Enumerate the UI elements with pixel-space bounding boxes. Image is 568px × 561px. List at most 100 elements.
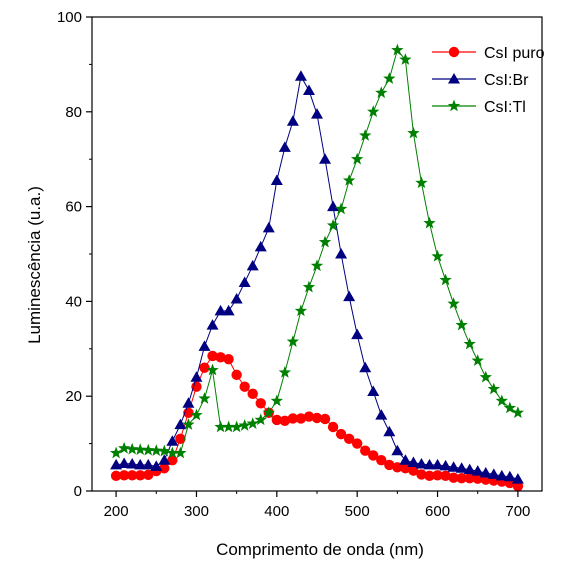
data-point: [246, 417, 259, 429]
data-point: [278, 366, 292, 378]
data-point: [399, 454, 412, 465]
legend-marker: [448, 73, 460, 84]
y-tick-label: 20: [65, 388, 82, 405]
data-point: [383, 72, 396, 84]
data-point: [439, 273, 452, 286]
data-point: [214, 304, 227, 316]
data-point: [503, 401, 517, 414]
data-point: [327, 200, 340, 212]
data-point: [222, 304, 235, 316]
data-point: [367, 105, 380, 118]
data-point: [295, 413, 307, 424]
data-point: [455, 462, 468, 473]
series-0: [110, 350, 524, 492]
data-point: [367, 385, 380, 396]
legend: CsI puro CsI:Br CsI:Tl: [432, 45, 545, 116]
data-point: [230, 293, 243, 304]
data-point: [310, 259, 324, 272]
x-tick-label: 700: [505, 503, 530, 520]
data-point: [134, 458, 147, 470]
data-point: [375, 86, 388, 99]
data-point: [158, 444, 171, 457]
data-point: [511, 406, 525, 419]
data-point: [254, 413, 267, 426]
data-point: [335, 248, 348, 259]
data-point: [407, 126, 420, 139]
legend-label: CsI:Br: [484, 72, 529, 89]
data-point: [279, 415, 291, 427]
data-point: [455, 318, 468, 331]
data-point: [399, 53, 412, 65]
y-tick-label: 0: [74, 483, 82, 500]
data-point: [303, 411, 315, 422]
data-point: [294, 70, 307, 81]
data-point: [471, 465, 484, 476]
data-point: [238, 419, 251, 431]
data-point: [479, 370, 492, 383]
data-point: [206, 363, 219, 376]
data-point: [262, 406, 275, 419]
x-tick-label: 300: [184, 503, 209, 520]
data-point: [360, 445, 371, 456]
data-point: [375, 409, 388, 420]
data-point: [117, 441, 131, 454]
y-tick-label: 80: [65, 104, 82, 121]
x-tick-label: 200: [104, 503, 129, 520]
data-point: [150, 460, 163, 471]
data-point: [463, 337, 476, 350]
data-point: [471, 354, 484, 366]
data-point: [335, 428, 347, 440]
data-point: [286, 335, 300, 347]
data-point: [278, 141, 291, 152]
data-point: [246, 259, 259, 271]
axes-layer: 200 300 400 500 600 700 0 20 40 60 80 100: [57, 9, 543, 520]
data-point: [182, 418, 195, 430]
data-point: [182, 397, 195, 408]
data-point: [231, 369, 242, 381]
data-point: [198, 392, 211, 404]
data-point: [503, 470, 516, 482]
data-point: [167, 454, 178, 466]
data-point: [319, 413, 331, 425]
data-point: [431, 249, 444, 262]
data-point: [334, 202, 348, 215]
data-point: [456, 473, 467, 484]
data-point: [270, 394, 283, 407]
data-point: [447, 461, 460, 472]
legend-marker: [448, 46, 460, 58]
data-point: [440, 470, 451, 482]
data-point: [319, 153, 332, 164]
data-point: [175, 433, 186, 445]
data-point: [495, 469, 508, 481]
data-point: [448, 472, 459, 483]
data-point: [439, 459, 452, 471]
data-point: [424, 470, 435, 482]
data-point: [423, 216, 436, 229]
data-point: [400, 463, 411, 474]
data-point: [431, 458, 444, 470]
data-point: [415, 176, 428, 189]
data-point: [511, 473, 524, 484]
data-point: [384, 459, 395, 471]
data-point: [351, 152, 364, 165]
data-point: [391, 444, 404, 456]
data-point: [495, 394, 508, 407]
data-point: [271, 414, 283, 426]
data-point: [286, 115, 299, 126]
data-point: [311, 108, 323, 119]
data-point: [174, 418, 187, 430]
data-point: [190, 371, 203, 382]
data-point: [407, 456, 420, 468]
data-point: [158, 454, 171, 465]
data-point: [254, 240, 267, 252]
data-point: [206, 319, 219, 330]
data-point: [223, 354, 234, 365]
legend-entry: CsI puro: [432, 45, 545, 62]
data-point: [166, 446, 179, 459]
data-point: [479, 466, 492, 478]
data-point: [238, 276, 251, 287]
data-point: [199, 362, 210, 373]
data-point: [255, 398, 266, 409]
series-2: [109, 43, 525, 459]
